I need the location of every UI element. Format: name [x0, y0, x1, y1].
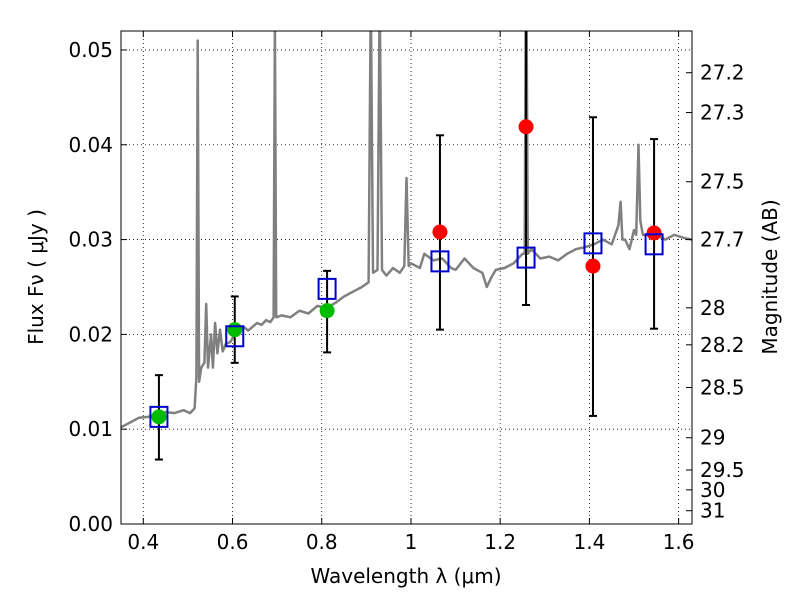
magnitude-tick-label: 27.3: [700, 101, 745, 125]
y-tick-label: 0.03: [68, 228, 113, 252]
data-point-square: [516, 246, 536, 269]
magnitude-tick-label: 27.5: [700, 170, 745, 194]
magnitude-tick-label: 31: [700, 499, 725, 523]
y2-axis-label: Magnitude (AB): [758, 199, 782, 354]
x-tick-label: 1.6: [663, 530, 695, 554]
x-tick-label: 0.4: [127, 530, 159, 554]
y-tick-label: 0.04: [68, 133, 113, 157]
y-tick-label: 0.00: [68, 512, 113, 536]
marker-layer: [149, 119, 664, 428]
axis-ticks: [121, 31, 692, 525]
y-tick-label: 0.02: [68, 322, 113, 346]
tick-labels: 0.4 0.6 0.8 1 1.2 1.4 1.6 0.00 0.01 0.02 0.03 0.04 0…: [68, 38, 744, 554]
magnitude-tick-label: 27.7: [700, 228, 745, 252]
data-point-circle: [319, 303, 335, 319]
magnitude-tick-label: 30: [700, 478, 725, 502]
x-tick-label: 1.4: [573, 530, 605, 554]
magnitude-tick-label: 28: [700, 296, 725, 320]
x-tick-label: 1.2: [484, 530, 516, 554]
data-point-circle: [518, 119, 534, 135]
plot-frame: [120, 30, 693, 525]
spectrum-line: [121, 31, 692, 429]
data-point-square: [430, 250, 450, 273]
data-point-square: [583, 232, 603, 255]
x-tick-label: 0.6: [217, 530, 249, 554]
data-point-square: [225, 325, 245, 348]
magnitude-tick-label: 28.2: [700, 333, 745, 357]
data-point-circle: [151, 409, 167, 425]
x-tick-label: 1: [405, 530, 418, 554]
data-point-square: [149, 405, 169, 428]
data-point-square: [644, 233, 664, 256]
data-point-square: [317, 277, 337, 300]
data-point-circle: [646, 225, 662, 241]
spectrum-layer: [121, 31, 692, 429]
data-point-circle: [585, 258, 601, 274]
y-tick-label: 0.05: [68, 38, 113, 62]
magnitude-tick-label: 28.5: [700, 375, 745, 399]
magnitude-tick-label: 27.2: [700, 61, 745, 85]
data-point-circle: [227, 322, 243, 338]
y-tick-label: 0.01: [68, 417, 113, 441]
data-point-circle: [432, 224, 448, 240]
magnitude-tick-label: 29.5: [700, 458, 745, 482]
plot-area-background: [121, 31, 692, 524]
x-axis-label: Wavelength λ (μm): [310, 564, 501, 588]
y-axis-label: Flux Fν ( μJy ): [24, 209, 48, 345]
x-tick-label: 0.8: [306, 530, 338, 554]
magnitude-tick-label: 29: [700, 426, 725, 450]
